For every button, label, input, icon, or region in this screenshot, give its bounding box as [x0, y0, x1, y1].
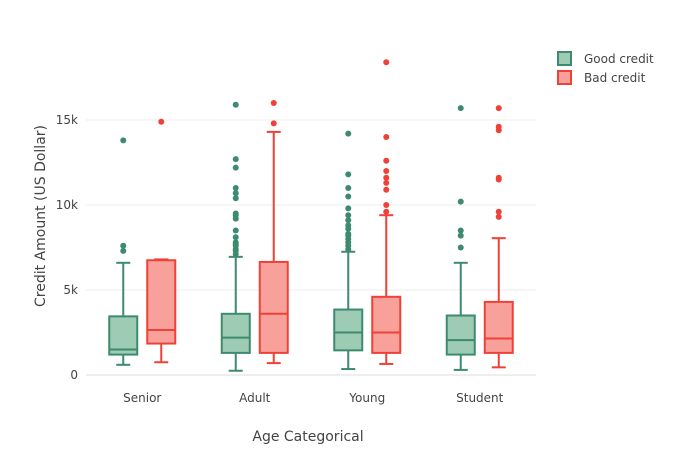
- box-body: [483, 300, 514, 354]
- box-body: [445, 314, 476, 356]
- legend-label: Bad credit: [584, 71, 646, 85]
- outlier-point: [345, 212, 352, 219]
- outlier-point: [232, 239, 239, 246]
- outlier-point: [345, 130, 352, 137]
- box-bad-adult: [258, 100, 289, 365]
- box-good-senior: [108, 137, 139, 366]
- box-body: [333, 308, 364, 352]
- outlier-point: [232, 156, 239, 163]
- outlier-point: [232, 185, 239, 191]
- outlier-point: [120, 242, 127, 249]
- y-axis-label: Credit Amount (US Dollar): [33, 125, 49, 307]
- outlier-point: [383, 157, 390, 164]
- legend-label: Good credit: [584, 52, 654, 66]
- outlier-point: [120, 247, 127, 254]
- y-tick-label: 10k: [56, 198, 78, 212]
- legend-item-bad[interactable]: Bad credit: [557, 70, 646, 85]
- box-body: [371, 295, 402, 354]
- outlier-point: [232, 195, 239, 202]
- legend-swatch: [557, 51, 572, 66]
- outlier-point: [495, 208, 502, 215]
- y-tick-label: 0: [70, 368, 78, 382]
- outlier-point: [232, 210, 239, 217]
- outlier-point: [232, 164, 239, 171]
- box-bad-student: [483, 105, 514, 369]
- outlier-point: [495, 174, 502, 181]
- x-tick-label: Student: [456, 391, 504, 405]
- legend-item-good[interactable]: Good credit: [557, 51, 654, 66]
- outlier-point: [232, 101, 239, 108]
- outlier-point: [345, 217, 352, 224]
- outlier-point: [345, 171, 352, 178]
- box-bad-young: [371, 59, 402, 365]
- x-tick-label: Young: [348, 391, 385, 405]
- outlier-point: [457, 198, 464, 205]
- outlier-point: [383, 59, 390, 66]
- box-body: [108, 315, 139, 356]
- outlier-point: [383, 202, 390, 208]
- outlier-point: [457, 244, 464, 251]
- outlier-point: [495, 213, 502, 220]
- x-tick-label: Senior: [123, 391, 161, 405]
- outlier-point: [383, 174, 390, 181]
- box-bad-senior: [146, 118, 177, 364]
- y-tick-label: 5k: [63, 283, 78, 297]
- outlier-point: [232, 234, 239, 241]
- x-axis-ticks: Senior Adult Young Student: [123, 391, 504, 405]
- outlier-point: [270, 100, 277, 106]
- outlier-point: [457, 232, 464, 239]
- x-axis-label: Age Categorical: [252, 429, 363, 445]
- box-body: [258, 260, 289, 354]
- box-body: [220, 312, 251, 354]
- outlier-point: [232, 227, 239, 234]
- box-body: [146, 259, 177, 345]
- outlier-point: [495, 123, 502, 130]
- outlier-point: [232, 190, 239, 197]
- outlier-point: [120, 137, 127, 144]
- outlier-point: [495, 105, 502, 112]
- outlier-point: [457, 227, 464, 234]
- outlier-point: [383, 208, 390, 215]
- x-tick-label: Adult: [239, 391, 271, 405]
- outlier-point: [383, 179, 390, 186]
- outlier-point: [383, 186, 390, 193]
- outlier-point: [383, 168, 390, 174]
- box-good-student: [445, 105, 476, 371]
- y-axis-ticks: 0 5k 10k 15k: [56, 113, 78, 382]
- boxes: [108, 59, 514, 372]
- outlier-point: [457, 105, 464, 112]
- outlier-point: [345, 193, 352, 200]
- y-tick-label: 15k: [56, 113, 78, 127]
- legend-swatch: [557, 70, 572, 85]
- box-good-young: [333, 130, 364, 371]
- box-good-adult: [220, 101, 251, 372]
- outlier-point: [345, 230, 352, 237]
- outlier-point: [158, 118, 165, 125]
- outlier-point: [383, 134, 390, 140]
- outlier-point: [345, 185, 352, 191]
- outlier-point: [345, 222, 352, 229]
- outlier-point: [270, 120, 277, 127]
- outlier-point: [345, 205, 352, 212]
- legend: Good credit Bad credit: [557, 51, 654, 85]
